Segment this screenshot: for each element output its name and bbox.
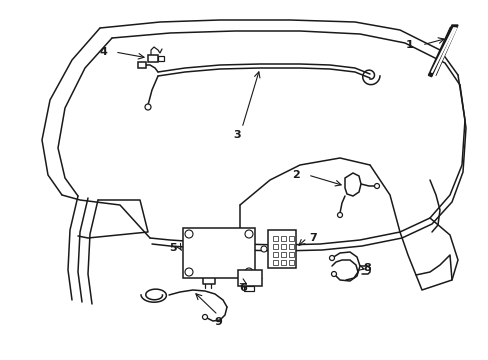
Bar bbox=[288, 260, 293, 265]
Bar bbox=[281, 260, 285, 265]
Circle shape bbox=[331, 271, 336, 276]
Text: 9: 9 bbox=[214, 317, 222, 327]
Bar bbox=[138, 62, 146, 68]
Text: 7: 7 bbox=[308, 233, 316, 243]
Bar bbox=[272, 260, 278, 265]
Bar bbox=[281, 252, 285, 257]
Text: 3: 3 bbox=[233, 130, 240, 140]
Bar bbox=[244, 286, 253, 291]
Circle shape bbox=[261, 246, 266, 252]
Bar bbox=[288, 244, 293, 249]
Bar bbox=[272, 236, 278, 241]
Bar bbox=[272, 244, 278, 249]
Circle shape bbox=[337, 212, 342, 217]
Text: 1: 1 bbox=[406, 40, 413, 50]
Circle shape bbox=[184, 230, 193, 238]
Bar bbox=[272, 252, 278, 257]
Text: 6: 6 bbox=[239, 283, 246, 293]
Text: 5: 5 bbox=[169, 243, 177, 253]
Bar bbox=[238, 270, 262, 286]
Circle shape bbox=[145, 104, 151, 110]
Bar bbox=[281, 236, 285, 241]
Circle shape bbox=[374, 184, 379, 189]
Text: 4: 4 bbox=[99, 47, 107, 57]
Bar bbox=[281, 244, 285, 249]
FancyArrow shape bbox=[427, 27, 453, 77]
Circle shape bbox=[202, 315, 207, 320]
Bar bbox=[148, 55, 158, 62]
Bar bbox=[288, 236, 293, 241]
Circle shape bbox=[244, 268, 252, 276]
Circle shape bbox=[244, 230, 252, 238]
Polygon shape bbox=[429, 25, 457, 75]
Bar bbox=[288, 252, 293, 257]
Bar bbox=[158, 56, 163, 61]
Polygon shape bbox=[345, 173, 360, 196]
Bar bbox=[183, 228, 254, 278]
Text: 8: 8 bbox=[363, 263, 370, 273]
Circle shape bbox=[184, 268, 193, 276]
Circle shape bbox=[329, 256, 334, 261]
Text: 2: 2 bbox=[291, 170, 299, 180]
FancyArrow shape bbox=[433, 28, 455, 76]
Bar bbox=[267, 230, 295, 268]
